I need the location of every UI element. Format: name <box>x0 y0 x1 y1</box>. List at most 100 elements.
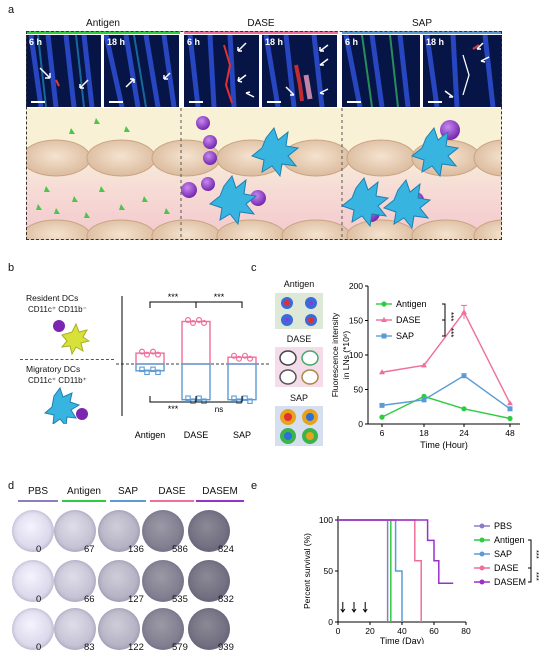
point-antigen <box>461 406 467 412</box>
spot-count: 136 <box>128 544 144 555</box>
x-axis-label: Time (Hour) <box>420 440 468 450</box>
sig-bracket-top-1 <box>149 301 197 308</box>
y-tick-label: 100 <box>349 350 363 360</box>
treatment-arrow <box>351 602 357 613</box>
elispot-header-pbs: PBS <box>27 486 48 497</box>
elispot-well <box>54 510 96 552</box>
survival-curve-dase <box>338 519 422 622</box>
survival-curve-pbs <box>338 519 389 622</box>
elispot-header-sap: SAP <box>117 486 138 497</box>
resident-dc-title: Resident DCs <box>26 293 79 303</box>
group-label-antigen: Antigen <box>86 18 120 29</box>
elispot-well <box>98 608 140 650</box>
point <box>242 352 249 359</box>
point-sap <box>507 406 513 412</box>
series-line-sap <box>381 374 511 410</box>
x-tick-label: 60 <box>429 626 439 636</box>
y-tick-label: 50 <box>354 385 364 395</box>
elispot-well <box>12 608 54 650</box>
sig-top-2: *** <box>214 292 225 302</box>
point <box>155 369 161 376</box>
point-sap <box>379 402 385 408</box>
spot-count: 535 <box>172 594 188 605</box>
survival-chart: 0 50 100 0 20 40 60 80 Time (Day) Percent surviva… <box>302 515 541 644</box>
point <box>139 366 145 373</box>
point <box>242 395 248 401</box>
panel-d-label: d <box>8 480 15 492</box>
legend-marker <box>479 537 485 543</box>
y-axis-label-line2: in LNs (*10⁶) <box>341 331 351 380</box>
point <box>149 348 156 355</box>
elispot-header-bar <box>196 500 244 502</box>
migratory-dc-icon <box>43 386 88 424</box>
y-tick-label: 0 <box>358 419 363 429</box>
elispot-well <box>98 510 140 552</box>
y-tick-label: 200 <box>349 282 363 291</box>
sig-top-1: *** <box>168 292 179 302</box>
point-antigen <box>507 415 513 422</box>
legend-marker <box>381 317 387 322</box>
legend-marker <box>479 565 485 571</box>
migratory-dc-marker: CD11c⁺ CD11b⁺ <box>28 376 87 385</box>
sig-bottom-2: ns <box>215 405 223 414</box>
y-axis-label-line1: Fluorescence intensity <box>330 312 340 397</box>
point-antigen <box>379 414 385 420</box>
elispot-well <box>142 560 184 602</box>
elispot-header-bar <box>18 500 58 502</box>
time-label-dase-18h: 18 h <box>265 37 284 47</box>
y-tick-label: 50 <box>324 566 334 576</box>
bar-antigen-1 <box>135 363 165 372</box>
y-tick-label: 0 <box>328 617 333 627</box>
spot-count: 586 <box>172 544 188 555</box>
sig-label-1: *** <box>532 550 541 559</box>
x-axis-label: Time (Day) <box>380 636 424 644</box>
point <box>154 351 161 358</box>
point <box>247 398 253 404</box>
legend-label-sap: SAP <box>396 331 414 341</box>
legend-marker <box>479 523 485 529</box>
elispot-well <box>54 608 96 650</box>
group-label-sap: SAP <box>411 18 432 29</box>
legend-marker <box>479 579 485 585</box>
point <box>184 317 191 324</box>
elispot-header-bar <box>62 500 106 502</box>
elispot-header-dase: DASE <box>158 486 186 497</box>
x-tick-label: 48 <box>505 428 515 438</box>
legend-label-dasem: DASEM <box>494 577 526 587</box>
point <box>247 355 254 362</box>
bar-dase-0 <box>181 320 211 365</box>
elispot-well <box>188 608 230 650</box>
legend-label-sap: SAP <box>494 549 512 559</box>
time-label-sap-18h: 18 h <box>426 37 445 47</box>
sig-bottom-1: *** <box>168 404 179 414</box>
elispot-header-bar <box>150 500 194 502</box>
sig-label-2: *** <box>446 328 455 337</box>
x-tick-label: 6 <box>380 428 385 438</box>
group-bar-dase <box>184 31 338 34</box>
spot-count: 0 <box>36 544 42 555</box>
micrograph-antigen-6h <box>26 35 101 107</box>
bar-sap-1 <box>227 363 257 401</box>
ivis-label-antigen: Antigen <box>283 279 315 289</box>
resident-dc-marker: CD11c⁺ CD11b⁻ <box>28 305 87 314</box>
point <box>150 366 156 373</box>
elispot-header-dasem: DASEM <box>202 486 238 497</box>
treatment-arrow <box>340 602 346 613</box>
x-tick-label: 20 <box>365 626 375 636</box>
survival-curve-antigen <box>338 519 392 622</box>
elispot-well <box>188 510 230 552</box>
sig-bracket-1 <box>528 539 532 569</box>
ivis-image-sap <box>275 406 323 446</box>
x-tick-label: 40 <box>397 626 407 636</box>
panel-c-label: c <box>251 262 257 274</box>
legend-label-dase: DASE <box>396 315 421 325</box>
legend-divider <box>20 359 114 360</box>
spot-count: 939 <box>218 642 234 653</box>
group-label-dase: DASE <box>247 18 275 29</box>
spot-count: 67 <box>84 544 95 555</box>
panel-a-label: a <box>8 4 15 16</box>
spot-count: 66 <box>84 594 95 605</box>
migratory-dc-title: Migratory DCs <box>26 364 81 374</box>
point-sap <box>421 397 427 403</box>
point <box>236 398 242 404</box>
